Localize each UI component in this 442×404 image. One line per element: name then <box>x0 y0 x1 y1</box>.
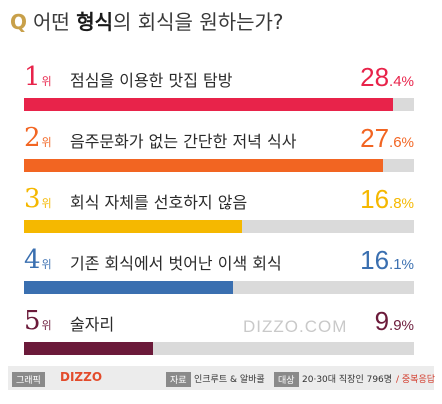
graphic-tag: 그래픽 <box>12 372 45 387</box>
note-text: / 중복응답 <box>396 375 436 385</box>
value-unit: % <box>401 73 414 89</box>
category-label: 회식 자체를 선호하지 않음 <box>70 193 248 212</box>
rank-number: 3 <box>24 184 41 214</box>
rank-label: 4위 <box>24 245 52 275</box>
bar-row: 4위 기존 회식에서 벗어난 이색 회식 16.1% <box>0 239 442 309</box>
value-label: 28.4% <box>360 62 414 93</box>
rank-label: 3위 <box>24 184 52 214</box>
rank-number: 1 <box>24 62 41 92</box>
value-label: 16.8% <box>360 184 414 215</box>
bar <box>24 159 383 172</box>
value-unit: % <box>401 317 414 333</box>
value-decimal: .8 <box>389 195 402 212</box>
rank-suffix: 위 <box>41 258 52 271</box>
rank-label: 2위 <box>24 123 52 153</box>
source-text: 인크루트 & 알바콜 <box>194 375 265 385</box>
value-decimal: .1 <box>389 256 402 273</box>
bar <box>24 342 153 355</box>
value-unit: % <box>401 134 414 150</box>
bar <box>24 281 233 294</box>
rank-suffix: 위 <box>41 75 52 88</box>
category-label: 술자리 <box>70 315 115 334</box>
question-mark-label: Q <box>10 10 28 34</box>
rank-label: 1위 <box>24 62 52 92</box>
rank-suffix: 위 <box>41 319 52 332</box>
rank-suffix: 위 <box>41 197 52 210</box>
rank-suffix: 위 <box>41 136 52 149</box>
rank-label: 5위 <box>24 306 52 336</box>
value-unit: % <box>401 256 414 272</box>
value-decimal: .9 <box>389 317 402 334</box>
chart-title: Q 어떤 형식의 회식을 원하는가? <box>10 6 284 35</box>
bar-track <box>24 159 414 172</box>
value-decimal: .6 <box>389 134 402 151</box>
value-label: 27.6% <box>360 123 414 154</box>
bar-track <box>24 220 414 233</box>
category-label: 음주문화가 없는 간단한 저녁 식사 <box>70 132 297 151</box>
bar <box>24 220 242 233</box>
bar-row: 5위 술자리 9.9% <box>0 300 442 370</box>
value-decimal: .4 <box>389 73 402 90</box>
title-highlight: 형식 <box>76 10 113 34</box>
value-integer: 16 <box>360 184 390 214</box>
rank-number: 4 <box>24 245 41 275</box>
rank-number: 2 <box>24 123 41 153</box>
bar-row: 2위 음주문화가 없는 간단한 저녁 식사 27.6% <box>0 117 442 187</box>
category-label: 기존 회식에서 벗어난 이색 회식 <box>70 254 282 273</box>
value-integer: 16 <box>360 245 390 275</box>
bar-row: 3위 회식 자체를 선호하지 않음 16.8% <box>0 178 442 248</box>
rank-number: 5 <box>24 306 41 336</box>
bar-row: 1위 점심을 이용한 맛집 탐방 28.4% <box>0 56 442 126</box>
category-label: 점심을 이용한 맛집 탐방 <box>70 71 233 90</box>
watermark: DIZZO.COM <box>243 317 348 336</box>
brand-logo: DIZZO <box>60 370 103 384</box>
bar-track <box>24 281 414 294</box>
bar-track <box>24 342 414 355</box>
value-label: 16.1% <box>360 245 414 276</box>
title-pre: 어떤 <box>33 10 77 34</box>
footer: 그래픽 DIZZO 자료 인크루트 & 알바콜 대상 20·30대 직장인 79… <box>8 366 436 390</box>
title-post: 의 회식을 원하는가? <box>113 10 284 34</box>
value-integer: 28 <box>360 62 390 92</box>
target-text: 20·30대 직장인 796명 <box>302 375 393 385</box>
bar <box>24 98 393 111</box>
source-tag: 자료 <box>166 372 191 387</box>
target-tag: 대상 <box>274 372 299 387</box>
value-integer: 27 <box>360 123 390 153</box>
value-integer: 9 <box>374 306 390 336</box>
bar-track <box>24 98 414 111</box>
value-unit: % <box>401 195 414 211</box>
value-label: 9.9% <box>375 306 414 337</box>
